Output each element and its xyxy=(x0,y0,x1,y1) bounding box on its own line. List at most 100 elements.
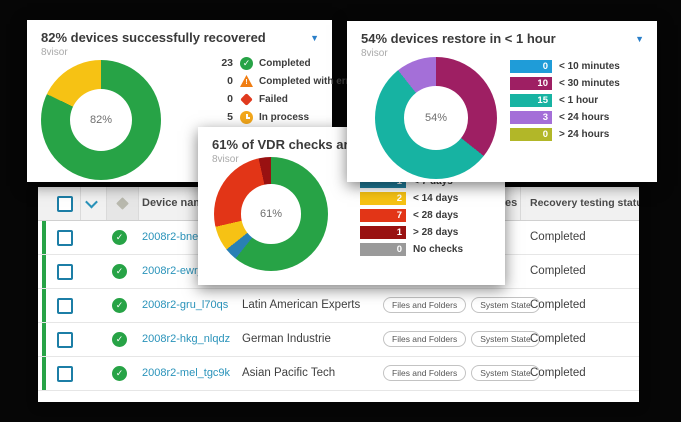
legend-label: In process xyxy=(259,111,310,123)
restore-time-legend: 0 < 10 minutes 10 < 30 minutes 15 < 1 ho… xyxy=(510,60,620,145)
recovery-type-badge: Files and Folders xyxy=(383,365,467,381)
legend-item: 2 < 14 days xyxy=(360,192,463,205)
header-divider xyxy=(106,187,107,220)
completed-check-icon: ✓ xyxy=(112,264,127,279)
legend-count: 0 xyxy=(227,75,233,87)
recovery-type-badge: System State xyxy=(471,365,540,381)
row-checkbox[interactable] xyxy=(57,332,73,348)
row-checkbox[interactable] xyxy=(57,366,73,382)
legend-label: > 28 days xyxy=(413,227,459,238)
row-checkbox[interactable] xyxy=(57,298,73,314)
legend-label: < 28 days xyxy=(413,210,459,221)
legend-item: 1 > 28 days xyxy=(360,226,463,239)
header-divider xyxy=(80,187,81,220)
legend-item: 0 No checks xyxy=(360,243,463,256)
donut-center-label: 82% xyxy=(89,113,112,126)
completed-check-circle-icon: ✓ xyxy=(240,56,253,70)
column-recovery-types-partial[interactable]: es xyxy=(505,197,518,209)
failed-diamond-icon xyxy=(240,92,253,106)
legend-bar: 15 xyxy=(510,94,552,107)
recovery-type-badge: Files and Folders xyxy=(383,297,467,313)
header-divider xyxy=(138,187,139,220)
legend-bar: 2 xyxy=(360,192,406,205)
vdr-checks-donut-chart: 61% xyxy=(214,157,328,271)
customer-name: German Industrie xyxy=(242,333,331,345)
recovery-type-badge: System State xyxy=(471,297,540,313)
device-link[interactable]: 2008r2-hkg_nlqdz xyxy=(142,333,231,345)
completed-check-icon: ✓ xyxy=(112,298,127,313)
warning-triangle-icon: ! xyxy=(240,75,253,87)
diamond-icon xyxy=(116,197,129,210)
legend-item: 0 ! Completed with errors xyxy=(211,72,365,90)
card-title: 82% devices successfully recovered xyxy=(41,30,266,45)
legend-bar: 0 xyxy=(510,128,552,141)
legend-item: 10 < 30 minutes xyxy=(510,77,620,90)
legend-count: 5 xyxy=(227,111,233,123)
legend-bar: 3 xyxy=(510,111,552,124)
restore-time-donut-chart: 54% xyxy=(375,57,497,179)
caret-down-icon[interactable]: ▼ xyxy=(635,34,644,44)
recovery-testing-status: Completed xyxy=(530,367,586,379)
legend-label: No checks xyxy=(413,244,464,255)
legend-item: 15 < 1 hour xyxy=(510,94,620,107)
column-device-name[interactable]: Device name xyxy=(142,197,210,209)
completed-check-icon: ✓ xyxy=(112,230,127,245)
legend-count: 23 xyxy=(221,57,233,69)
legend-bar: 0 xyxy=(360,243,406,256)
chevron-down-icon[interactable] xyxy=(85,195,98,209)
legend-label: < 1 hour xyxy=(559,95,599,106)
recovery-testing-status: Completed xyxy=(530,333,586,345)
recovery-status-column-header[interactable] xyxy=(107,187,138,220)
legend-bar: 0 xyxy=(510,60,552,73)
header-divider xyxy=(520,187,521,220)
legend-label: < 30 minutes xyxy=(559,78,620,89)
legend-bar: 10 xyxy=(510,77,552,90)
legend-label: < 24 hours xyxy=(559,112,610,123)
recovery-testing-status: Completed xyxy=(530,231,586,243)
legend-count: 0 xyxy=(227,93,233,105)
device-link[interactable]: 2008r2-bne_ xyxy=(142,231,205,243)
row-checkbox[interactable] xyxy=(57,264,73,280)
legend-label: Failed xyxy=(259,93,288,105)
customer-name: Latin American Experts xyxy=(242,299,361,311)
legend-label: Completed xyxy=(259,57,311,69)
legend-item: 3 < 24 hours xyxy=(510,111,620,124)
caret-down-icon[interactable]: ▼ xyxy=(310,33,319,43)
device-link[interactable]: 2008r2-gru_l70qs xyxy=(142,299,229,311)
donut-center-label: 61% xyxy=(259,207,282,220)
recovery-testing-status: Completed xyxy=(530,265,586,277)
recovery-type-badge: System State xyxy=(471,331,540,347)
device-link[interactable]: 2008r2-ewr_ xyxy=(142,265,204,277)
legend-label: < 10 minutes xyxy=(559,61,620,72)
card-subtitle: 8visor xyxy=(361,48,388,59)
customer-name: Asian Pacific Tech xyxy=(242,367,336,379)
legend-bar: 7 xyxy=(360,209,406,222)
table-row: ✓ 2008r2-gru_l70qs Latin American Expert… xyxy=(38,289,639,323)
vdr-checks-legend: 1 < 7 days 2 < 14 days 7 < 28 days 1 > 2… xyxy=(360,175,463,260)
legend-item: 0 Failed xyxy=(211,90,365,108)
legend-item: 23 ✓ Completed xyxy=(211,54,365,72)
device-link[interactable]: 2008r2-mel_tgc9k xyxy=(142,367,231,379)
legend-item: 0 < 10 minutes xyxy=(510,60,620,73)
card-restore-time: 54% devices restore in < 1 hour 8visor ▼… xyxy=(347,21,657,182)
legend-label: > 24 hours xyxy=(559,129,610,140)
completed-check-icon: ✓ xyxy=(112,366,127,381)
table-row: ✓ 2008r2-hkg_nlqdz German Industrie File… xyxy=(38,323,639,357)
legend-item: 7 < 28 days xyxy=(360,209,463,222)
card-subtitle: 8visor xyxy=(41,47,68,58)
in-process-clock-icon xyxy=(240,110,253,124)
card-title: 54% devices restore in < 1 hour xyxy=(361,31,556,46)
recovery-testing-status: Completed xyxy=(530,299,586,311)
row-checkbox[interactable] xyxy=(57,230,73,246)
legend-label: < 14 days xyxy=(413,193,459,204)
completed-check-icon: ✓ xyxy=(112,332,127,347)
recovered-legend: 23 ✓ Completed 0 ! Completed with errors… xyxy=(211,54,365,126)
column-recovery-testing-status[interactable]: Recovery testing status xyxy=(530,197,639,209)
legend-bar: 1 xyxy=(360,226,406,239)
legend-label: Completed with errors xyxy=(259,75,366,87)
recovered-donut-chart: 82% xyxy=(41,60,161,180)
legend-item: 5 In process xyxy=(211,108,365,126)
select-all-checkbox[interactable] xyxy=(57,196,73,212)
card-subtitle: 8visor xyxy=(212,154,239,165)
table-row: ✓ 2008r2-mel_tgc9k Asian Pacific Tech Fi… xyxy=(38,357,639,391)
